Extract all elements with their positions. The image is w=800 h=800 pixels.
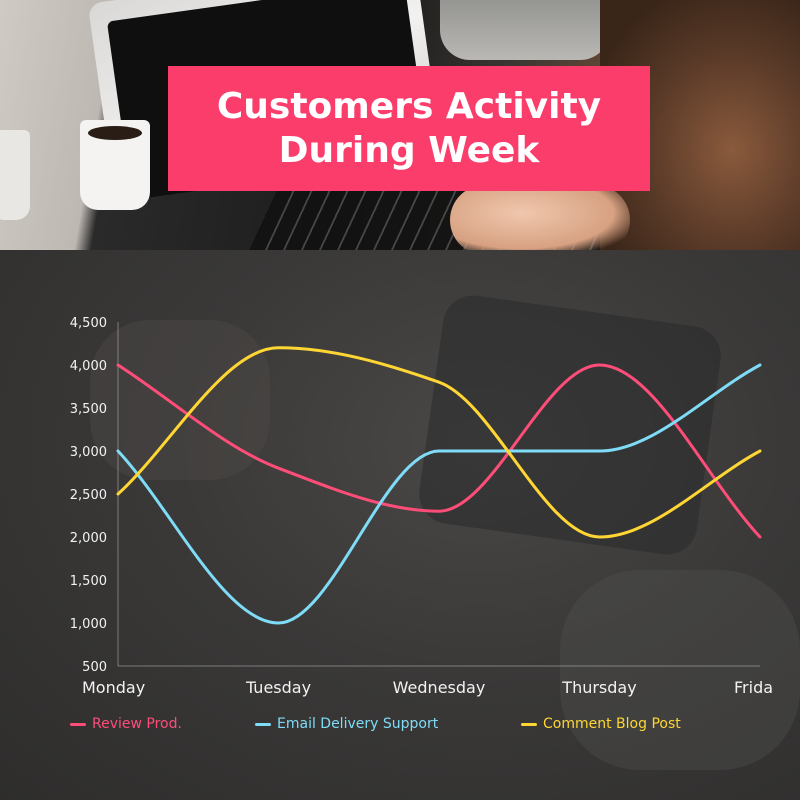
series-line-review [116, 363, 762, 539]
legend-item-review: Review Prod. [70, 716, 182, 732]
cup-photo-shape [0, 130, 30, 220]
y-tick-label: 2,000 [70, 531, 107, 546]
x-tick-label: Tuesday [245, 678, 311, 697]
x-tick-label: Frida [734, 678, 773, 697]
y-tick-label: 1,500 [70, 574, 107, 589]
y-tick-label: 4,000 [70, 359, 107, 374]
legend-swatch-review [70, 722, 86, 726]
background-blur-shape [560, 570, 800, 770]
coffee-cup-photo-shape [80, 120, 150, 210]
legend-label-email: Email Delivery Support [277, 716, 439, 732]
x-axis-ticks: Monday Tuesday Wednesday Thursday Frida [82, 678, 773, 697]
hand-photo-shape [450, 185, 630, 250]
series-line-blog [116, 346, 762, 539]
legend: Review Prod. Email Delivery Support Comm… [0, 716, 800, 740]
title-banner: Customers Activity During Week [168, 66, 650, 191]
legend-label-review: Review Prod. [92, 716, 182, 732]
legend-label-blog: Comment Blog Post [543, 716, 681, 732]
y-tick-label: 3,500 [70, 402, 107, 417]
y-tick-label: 3,000 [70, 445, 107, 460]
legend-swatch-email [255, 722, 271, 726]
legend-item-blog: Comment Blog Post [521, 716, 681, 732]
legend-swatch-blog [521, 722, 537, 726]
chart-background [0, 250, 800, 800]
legend-item-email: Email Delivery Support [255, 716, 438, 732]
y-tick-label: 1,000 [70, 617, 107, 632]
hero-photo: Customers Activity During Week [0, 0, 800, 250]
series-lines [116, 346, 762, 625]
y-tick-label: 2,500 [70, 488, 107, 503]
x-tick-label: Monday [82, 678, 145, 697]
y-axis-ticks: 500 1,000 1,500 2,000 2,500 3,000 3,500 4,000 4,… [70, 316, 107, 675]
y-tick-label: 500 [82, 660, 107, 675]
shirt-photo-shape [440, 0, 610, 60]
chart-axes [117, 322, 760, 667]
x-tick-label: Wednesday [393, 678, 486, 697]
series-line-email [116, 363, 762, 625]
x-tick-label: Thursday [561, 678, 636, 697]
y-tick-label: 4,500 [70, 316, 107, 331]
chart-title: Customers Activity During Week [216, 85, 602, 171]
